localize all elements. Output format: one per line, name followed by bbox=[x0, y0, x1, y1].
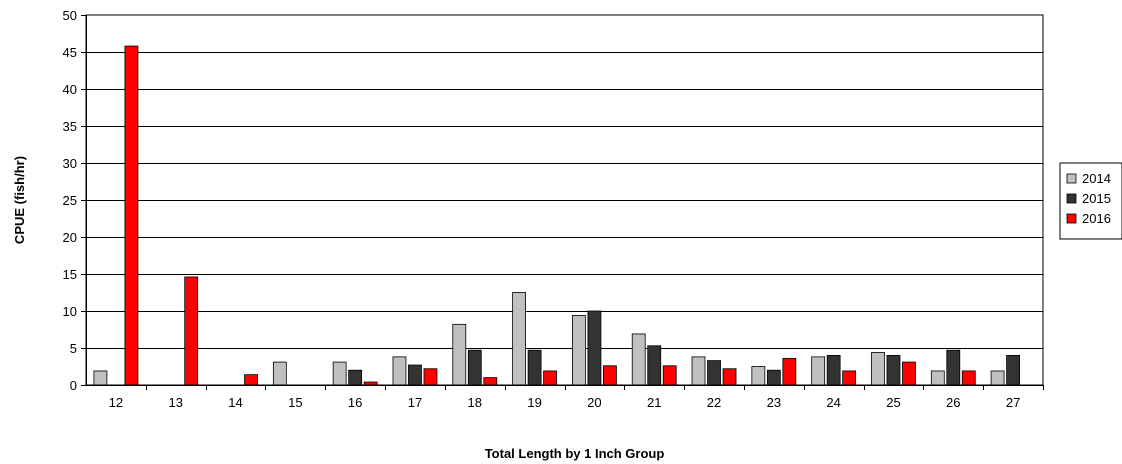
bar-2014-17 bbox=[392, 356, 407, 386]
bar-2014-20 bbox=[572, 315, 586, 386]
x-tick-label: 17 bbox=[408, 395, 422, 410]
y-tick-label: 35 bbox=[63, 119, 77, 134]
x-tick-label: 22 bbox=[707, 395, 721, 410]
y-tick-label: 45 bbox=[63, 45, 77, 60]
bar-2014-19 bbox=[512, 292, 526, 386]
bar-2014-12 bbox=[93, 370, 108, 386]
bar-2014-22 bbox=[691, 356, 706, 386]
x-tick-label: 12 bbox=[109, 395, 123, 410]
y-axis-title: CPUE (fish/hr) bbox=[12, 156, 27, 244]
x-tick-label: 27 bbox=[1006, 395, 1020, 410]
bar-2014-26 bbox=[930, 370, 945, 386]
x-tick-label: 24 bbox=[826, 395, 840, 410]
bar-2014-15 bbox=[272, 361, 287, 386]
bar-2014-27 bbox=[990, 370, 1005, 386]
x-tick-label: 15 bbox=[288, 395, 302, 410]
bar-2016-21 bbox=[662, 365, 677, 386]
y-tick-label: 10 bbox=[63, 304, 77, 319]
y-tick-label: 50 bbox=[63, 8, 77, 23]
x-tick-label: 25 bbox=[886, 395, 900, 410]
bar-2014-23 bbox=[751, 366, 766, 386]
bar-2014-18 bbox=[452, 323, 467, 386]
bar-2016-17 bbox=[423, 368, 438, 386]
bar-2015-21 bbox=[647, 345, 662, 386]
legend-swatch-2014 bbox=[1066, 173, 1077, 184]
bar-2014-21 bbox=[631, 333, 646, 386]
legend-label-2014: 2014 bbox=[1082, 171, 1111, 186]
bar-2014-24 bbox=[811, 356, 826, 386]
bar-2016-20 bbox=[603, 365, 617, 386]
legend-label-2015: 2015 bbox=[1082, 191, 1111, 206]
legend-swatch-2015 bbox=[1066, 193, 1077, 204]
bar-2015-22 bbox=[707, 360, 721, 386]
x-tick-label: 14 bbox=[228, 395, 242, 410]
x-tick-label: 13 bbox=[168, 395, 182, 410]
bar-2015-25 bbox=[886, 354, 901, 386]
y-tick-label: 25 bbox=[63, 193, 77, 208]
bar-2015-19 bbox=[527, 349, 542, 386]
bar-2016-24 bbox=[842, 370, 857, 386]
y-tick-labels: 0 5 10 15 20 25 30 35 40 45 50 bbox=[63, 8, 77, 393]
bar-2015-17 bbox=[408, 364, 422, 386]
x-tick-label: 18 bbox=[468, 395, 482, 410]
x-tick-label: 16 bbox=[348, 395, 362, 410]
bar-2015-18 bbox=[467, 349, 482, 386]
x-tick-labels: 12 13 14 15 16 17 18 19 20 21 22 23 24 25 26 27 bbox=[109, 395, 1021, 410]
bar-2015-23 bbox=[766, 369, 781, 386]
axes bbox=[81, 14, 1044, 390]
legend: 2014 2015 2016 bbox=[1059, 162, 1122, 240]
bar-2016-23 bbox=[782, 357, 797, 386]
bar-2014-25 bbox=[871, 352, 885, 386]
y-tick-label: 40 bbox=[63, 82, 77, 97]
bar-2016-19 bbox=[543, 370, 557, 386]
bar-2015-27 bbox=[1006, 354, 1020, 386]
bar-2014-16 bbox=[332, 361, 347, 386]
bar-2015-20 bbox=[587, 310, 602, 386]
bar-2015-24 bbox=[826, 354, 841, 386]
x-tick-label: 21 bbox=[647, 395, 661, 410]
y-tick-label: 30 bbox=[63, 156, 77, 171]
y-tick-label: 5 bbox=[70, 341, 77, 356]
bar-2016-22 bbox=[722, 368, 737, 386]
bar-2016-14 bbox=[244, 374, 258, 386]
x-tick-label: 20 bbox=[587, 395, 601, 410]
legend-label-2016: 2016 bbox=[1082, 211, 1111, 226]
x-tick-label: 23 bbox=[767, 395, 781, 410]
y-tick-label: 15 bbox=[63, 267, 77, 282]
bar-2015-26 bbox=[946, 349, 961, 386]
bar-2016-26 bbox=[961, 370, 976, 386]
y-tick-label: 20 bbox=[63, 230, 77, 245]
bar-2016-18 bbox=[483, 377, 498, 386]
bar-2016-25 bbox=[902, 361, 916, 386]
x-tick-label: 19 bbox=[527, 395, 541, 410]
y-tick-label: 0 bbox=[70, 378, 77, 393]
bar-2016-12 bbox=[124, 45, 139, 386]
bar-2016-13 bbox=[184, 276, 199, 386]
legend-swatch-2016 bbox=[1066, 213, 1077, 224]
bars bbox=[93, 45, 1020, 386]
bar-2015-16 bbox=[348, 369, 363, 386]
x-tick-label: 26 bbox=[946, 395, 960, 410]
x-axis-title: Total Length by 1 Inch Group bbox=[485, 446, 665, 461]
gridlines bbox=[86, 52, 1043, 349]
